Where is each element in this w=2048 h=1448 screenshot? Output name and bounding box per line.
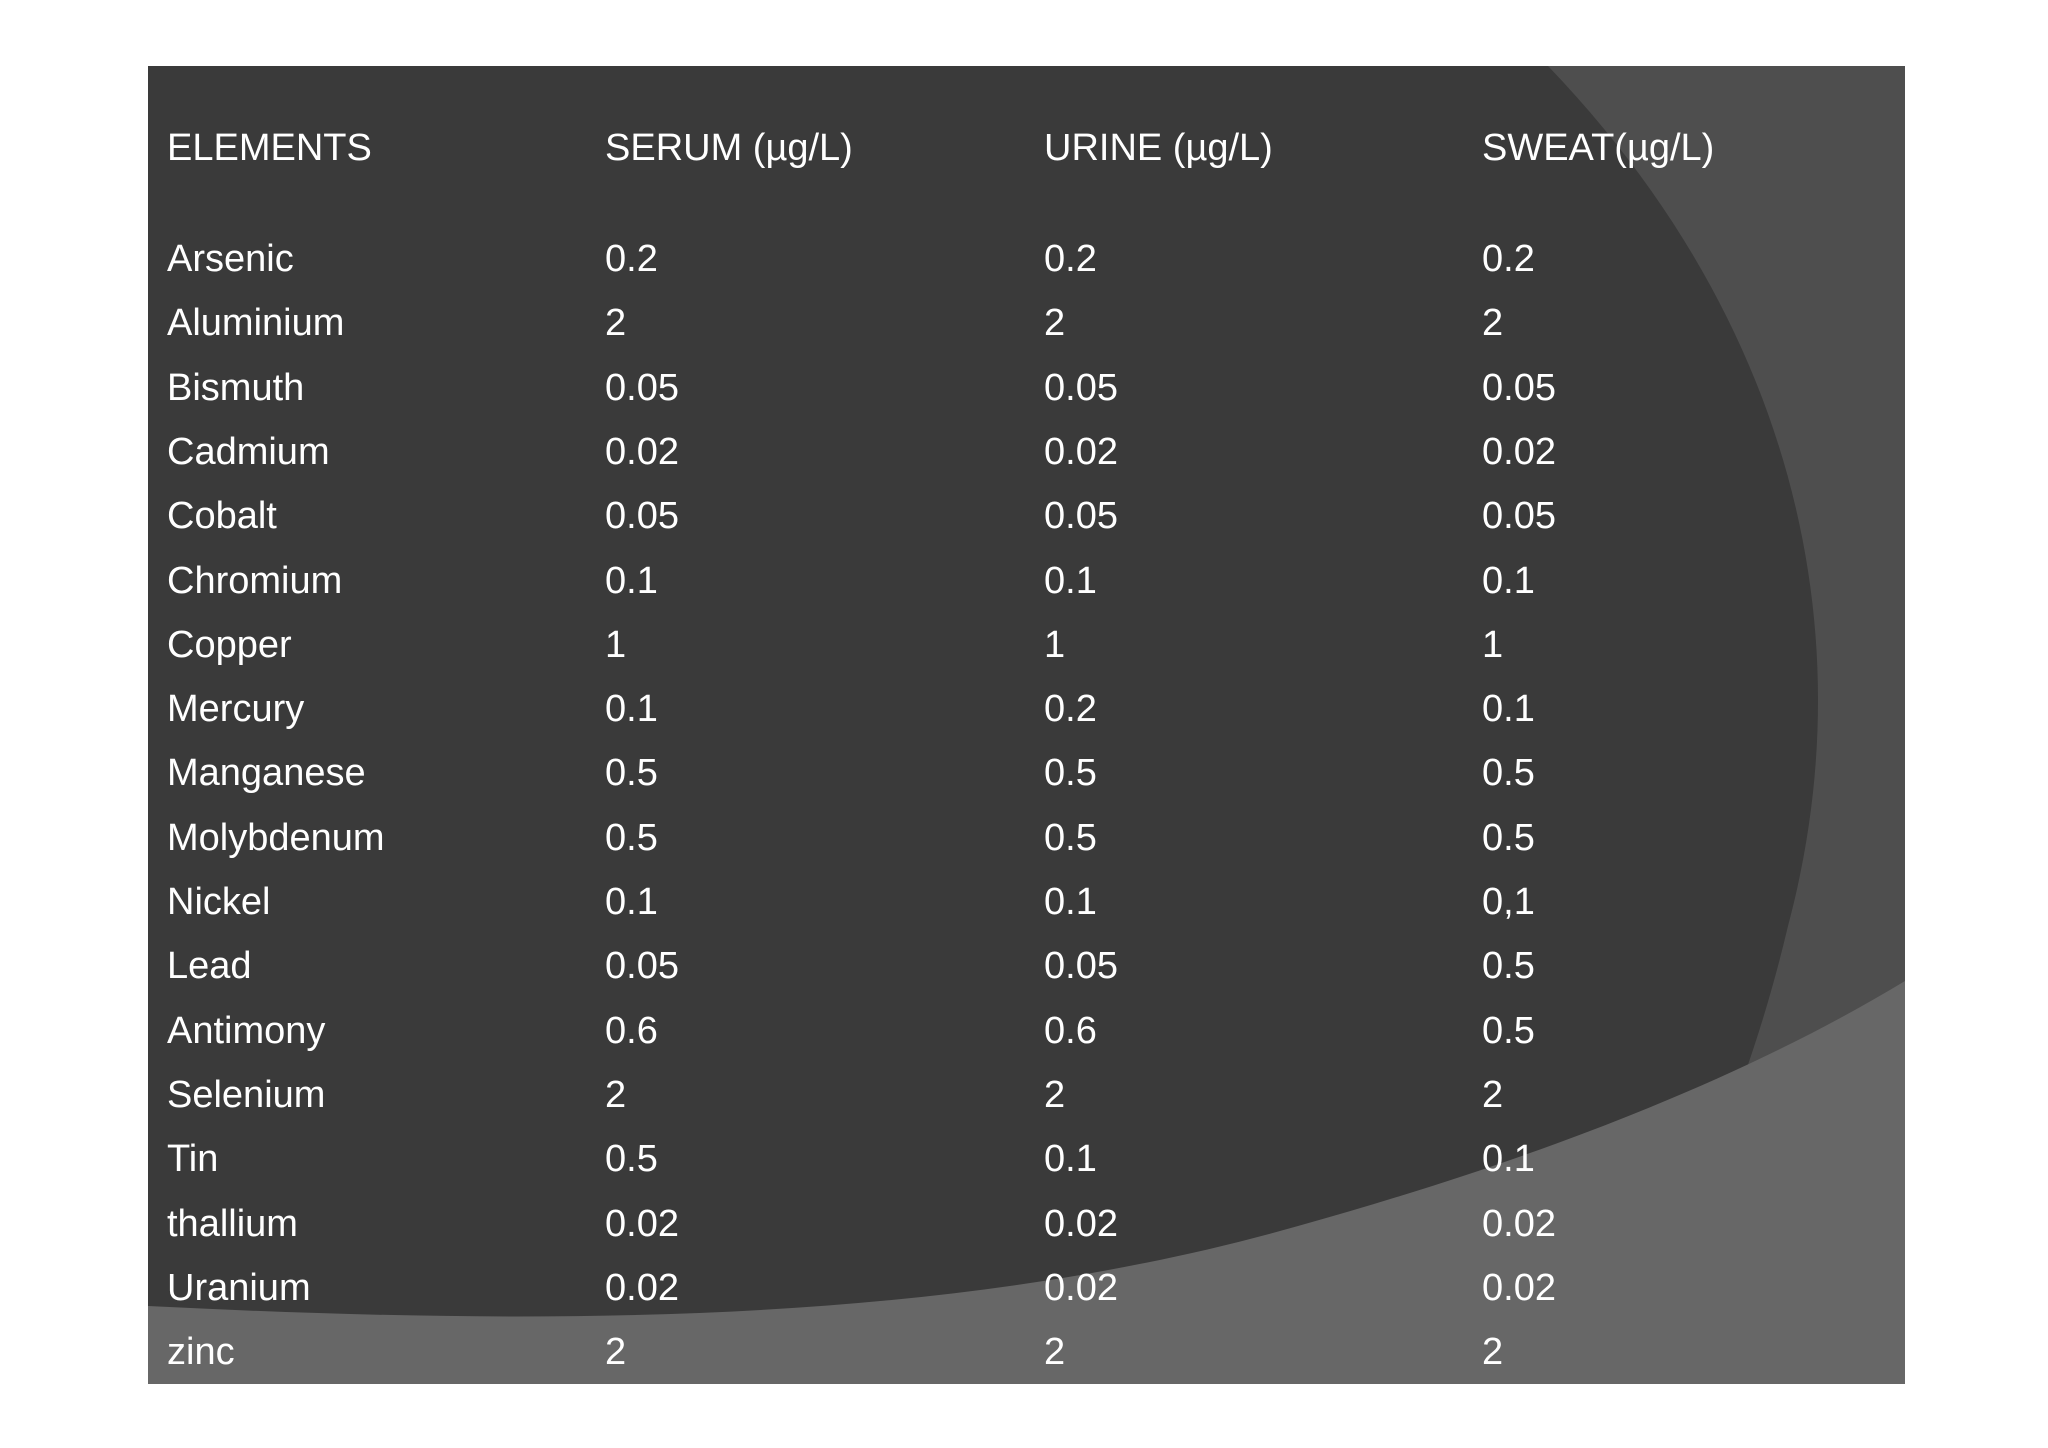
cell-element: Tin [167,1138,219,1180]
cell-element: Lead [167,945,252,987]
cell-element: Nickel [167,881,271,923]
header-sweat: SWEAT(µg/L) [1482,127,1715,169]
cell-sweat: 0.1 [1482,1138,1535,1180]
cell-urine: 0.6 [1044,1010,1097,1052]
table-row: Copper 1 1 1 [148,617,1905,673]
cell-serum: 0.5 [605,817,658,859]
bottom-arc-shape [148,981,1905,1384]
cell-urine: 0.5 [1044,752,1097,794]
table-row: Selenium 2 2 2 [148,1067,1905,1123]
cell-serum: 0.05 [605,367,679,409]
table-row: Bismuth 0.05 0.05 0.05 [148,360,1905,416]
cell-urine: 0.05 [1044,945,1118,987]
cell-sweat: 2 [1482,1074,1504,1116]
cell-element: Cadmium [167,431,330,473]
table-row: Uranium 0.02 0.02 0.02 [148,1260,1905,1316]
cell-serum: 0.05 [605,495,679,537]
cell-urine: 0.2 [1044,688,1097,730]
cell-sweat: 0.02 [1482,1203,1556,1245]
cell-element: Bismuth [167,367,305,409]
cell-sweat: 0.1 [1482,560,1535,602]
table-row: Chromium 0.1 0.1 0.1 [148,553,1905,609]
cell-element: Molybdenum [167,817,385,859]
table-row: Manganese 0.5 0.5 0.5 [148,745,1905,801]
table-row: Nickel 0.1 0.1 0,1 [148,874,1905,930]
cell-sweat: 0.1 [1482,688,1535,730]
cell-sweat: 0.02 [1482,431,1556,473]
cell-sweat: 0.05 [1482,367,1556,409]
table-row: Mercury 0.1 0.2 0.1 [148,681,1905,737]
cell-element: Aluminium [167,302,345,344]
cell-element: Selenium [167,1074,326,1116]
table-header-row: ELEMENTS SERUM (µg/L) URINE (µg/L) SWEAT… [148,120,1905,176]
cell-urine: 0.1 [1044,881,1097,923]
cell-urine: 0.02 [1044,1203,1118,1245]
cell-serum: 0.5 [605,752,658,794]
cell-element: Mercury [167,688,305,730]
slide: ELEMENTS SERUM (µg/L) URINE (µg/L) SWEAT… [148,66,1905,1384]
cell-serum: 0.5 [605,1138,658,1180]
cell-element: Cobalt [167,495,277,537]
cell-serum: 0.02 [605,1267,679,1309]
cell-element: Copper [167,624,292,666]
cell-sweat: 0.2 [1482,238,1535,280]
cell-serum: 0.2 [605,238,658,280]
cell-sweat: 1 [1482,624,1504,666]
cell-urine: 2 [1044,1331,1066,1373]
table-row: zinc 2 2 2 [148,1324,1905,1380]
cell-urine: 2 [1044,302,1066,344]
cell-urine: 0.02 [1044,1267,1118,1309]
cell-element: Chromium [167,560,343,602]
cell-serum: 0.02 [605,1203,679,1245]
table-row: thallium 0.02 0.02 0.02 [148,1196,1905,1252]
cell-urine: 0.1 [1044,1138,1097,1180]
cell-urine: 0.5 [1044,817,1097,859]
cell-element: Uranium [167,1267,311,1309]
cell-serum: 0.1 [605,688,658,730]
header-elements: ELEMENTS [167,127,372,169]
cell-urine: 0.02 [1044,431,1118,473]
cell-urine: 1 [1044,624,1066,666]
cell-sweat: 0,1 [1482,881,1535,923]
cell-serum: 0.02 [605,431,679,473]
header-urine: URINE (µg/L) [1044,127,1273,169]
table-row: Molybdenum 0.5 0.5 0.5 [148,810,1905,866]
cell-urine: 0.05 [1044,367,1118,409]
cell-urine: 0.1 [1044,560,1097,602]
slide-background [148,66,1905,1384]
table-row: Cobalt 0.05 0.05 0.05 [148,488,1905,544]
cell-serum: 1 [605,624,627,666]
table-row: Antimony 0.6 0.6 0.5 [148,1003,1905,1059]
cell-sweat: 2 [1482,302,1504,344]
cell-serum: 0.1 [605,881,658,923]
table-row: Arsenic 0.2 0.2 0.2 [148,231,1905,287]
cell-sweat: 0.5 [1482,752,1535,794]
cell-sweat: 0.02 [1482,1267,1556,1309]
table-row: Lead 0.05 0.05 0.5 [148,938,1905,994]
cell-serum: 0.05 [605,945,679,987]
cell-sweat: 0.5 [1482,945,1535,987]
table-row: Aluminium 2 2 2 [148,295,1905,351]
cell-serum: 2 [605,1074,627,1116]
cell-urine: 0.05 [1044,495,1118,537]
cell-serum: 0.1 [605,560,658,602]
cell-sweat: 0.5 [1482,1010,1535,1052]
cell-serum: 2 [605,302,627,344]
cell-serum: 0.6 [605,1010,658,1052]
cell-element: Arsenic [167,238,294,280]
cell-urine: 2 [1044,1074,1066,1116]
cell-element: thallium [167,1203,298,1245]
cell-sweat: 0.5 [1482,817,1535,859]
cell-element: zinc [167,1331,235,1373]
cell-urine: 0.2 [1044,238,1097,280]
cell-serum: 2 [605,1331,627,1373]
cell-sweat: 0.05 [1482,495,1556,537]
table-row: Cadmium 0.02 0.02 0.02 [148,424,1905,480]
cell-element: Manganese [167,752,366,794]
cell-sweat: 2 [1482,1331,1504,1373]
table-row: Tin 0.5 0.1 0.1 [148,1131,1905,1187]
header-serum: SERUM (µg/L) [605,127,853,169]
elements-table: ELEMENTS SERUM (µg/L) URINE (µg/L) SWEAT… [148,66,1905,1384]
cell-element: Antimony [167,1010,326,1052]
